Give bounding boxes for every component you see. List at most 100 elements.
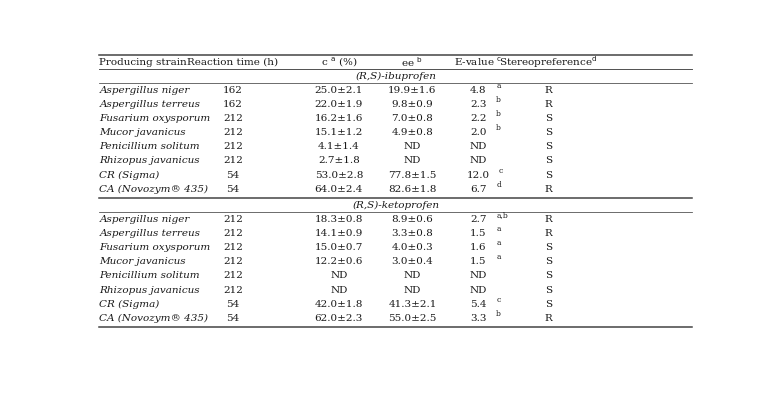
Text: R: R xyxy=(544,185,552,194)
Text: c $^{\mathrm{a}}$ (%): c $^{\mathrm{a}}$ (%) xyxy=(320,56,357,69)
Text: Producing strain: Producing strain xyxy=(100,58,188,67)
Text: S: S xyxy=(545,300,552,309)
Text: S: S xyxy=(545,286,552,295)
Text: 2.3: 2.3 xyxy=(470,100,486,109)
Text: c: c xyxy=(496,296,500,304)
Text: ND: ND xyxy=(469,156,487,165)
Text: Rhizopus javanicus: Rhizopus javanicus xyxy=(100,286,200,295)
Text: Mucor javanicus: Mucor javanicus xyxy=(100,128,186,137)
Text: 212: 212 xyxy=(223,215,243,224)
Text: Reaction time (h): Reaction time (h) xyxy=(188,58,279,67)
Text: 55.0±2.5: 55.0±2.5 xyxy=(388,314,437,323)
Text: 212: 212 xyxy=(223,128,243,137)
Text: 14.1±0.9: 14.1±0.9 xyxy=(315,229,363,238)
Text: 16.2±1.6: 16.2±1.6 xyxy=(315,114,363,123)
Text: 1.6: 1.6 xyxy=(470,243,486,252)
Text: S: S xyxy=(545,156,552,165)
Text: b: b xyxy=(496,124,501,132)
Text: E-value $^{\mathrm{c}}$: E-value $^{\mathrm{c}}$ xyxy=(454,56,503,69)
Text: 212: 212 xyxy=(223,156,243,165)
Text: 54: 54 xyxy=(226,185,239,194)
Text: 82.6±1.8: 82.6±1.8 xyxy=(388,185,437,194)
Text: 64.0±2.4: 64.0±2.4 xyxy=(315,185,363,194)
Text: 4.9±0.8: 4.9±0.8 xyxy=(391,128,433,137)
Text: 18.3±0.8: 18.3±0.8 xyxy=(315,215,363,224)
Text: 212: 212 xyxy=(223,229,243,238)
Text: 5.4: 5.4 xyxy=(470,300,486,309)
Text: 54: 54 xyxy=(226,300,239,309)
Text: 9.8±0.9: 9.8±0.9 xyxy=(391,100,433,109)
Text: b: b xyxy=(496,96,501,104)
Text: 3.3: 3.3 xyxy=(470,314,486,323)
Text: 15.1±1.2: 15.1±1.2 xyxy=(315,128,363,137)
Text: Penicillium solitum: Penicillium solitum xyxy=(100,271,200,281)
Text: 53.0±2.8: 53.0±2.8 xyxy=(315,171,363,180)
Text: c: c xyxy=(499,167,503,175)
Text: ND: ND xyxy=(469,142,487,151)
Text: d: d xyxy=(496,181,501,189)
Text: 162: 162 xyxy=(223,100,243,109)
Text: 54: 54 xyxy=(226,171,239,180)
Text: b: b xyxy=(496,110,501,118)
Text: 3.3±0.8: 3.3±0.8 xyxy=(391,229,433,238)
Text: R: R xyxy=(544,229,552,238)
Text: R: R xyxy=(544,215,552,224)
Text: 62.0±2.3: 62.0±2.3 xyxy=(315,314,363,323)
Text: b: b xyxy=(496,310,501,318)
Text: 4.8: 4.8 xyxy=(470,86,486,95)
Text: ND: ND xyxy=(330,271,347,281)
Text: CR (Sigma): CR (Sigma) xyxy=(100,299,160,309)
Text: a: a xyxy=(496,239,501,247)
Text: S: S xyxy=(545,171,552,180)
Text: a: a xyxy=(496,253,501,261)
Text: 19.9±1.6: 19.9±1.6 xyxy=(388,86,437,95)
Text: ND: ND xyxy=(404,286,421,295)
Text: Stereopreference$^{\mathrm{d}}$: Stereopreference$^{\mathrm{d}}$ xyxy=(499,54,598,70)
Text: S: S xyxy=(545,257,552,266)
Text: 3.0±0.4: 3.0±0.4 xyxy=(391,257,433,266)
Text: ND: ND xyxy=(404,142,421,151)
Text: CR (Sigma): CR (Sigma) xyxy=(100,171,160,180)
Text: 212: 212 xyxy=(223,271,243,281)
Text: 42.0±1.8: 42.0±1.8 xyxy=(315,300,363,309)
Text: 212: 212 xyxy=(223,243,243,252)
Text: 1.5: 1.5 xyxy=(470,229,486,238)
Text: Aspergillus niger: Aspergillus niger xyxy=(100,215,190,224)
Text: a,b: a,b xyxy=(496,211,508,219)
Text: 12.2±0.6: 12.2±0.6 xyxy=(315,257,363,266)
Text: (R,S)-ketoprofen: (R,S)-ketoprofen xyxy=(352,201,439,210)
Text: 41.3±2.1: 41.3±2.1 xyxy=(388,300,437,309)
Text: 212: 212 xyxy=(223,114,243,123)
Text: 4.1±1.4: 4.1±1.4 xyxy=(318,142,360,151)
Text: S: S xyxy=(545,243,552,252)
Text: 212: 212 xyxy=(223,257,243,266)
Text: 1.5: 1.5 xyxy=(470,257,486,266)
Text: a: a xyxy=(496,225,501,233)
Text: (R,S)-ibuprofen: (R,S)-ibuprofen xyxy=(355,72,436,81)
Text: 2.0: 2.0 xyxy=(470,128,486,137)
Text: Aspergillus terreus: Aspergillus terreus xyxy=(100,229,201,238)
Text: Fusarium oxysporum: Fusarium oxysporum xyxy=(100,114,211,123)
Text: 22.0±1.9: 22.0±1.9 xyxy=(315,100,363,109)
Text: S: S xyxy=(545,142,552,151)
Text: S: S xyxy=(545,114,552,123)
Text: 6.7: 6.7 xyxy=(470,185,486,194)
Text: CA (Novozym® 435): CA (Novozym® 435) xyxy=(100,185,208,194)
Text: 25.0±2.1: 25.0±2.1 xyxy=(315,86,363,95)
Text: R: R xyxy=(544,314,552,323)
Text: a: a xyxy=(496,82,501,90)
Text: S: S xyxy=(545,271,552,281)
Text: ND: ND xyxy=(469,286,487,295)
Text: R: R xyxy=(544,100,552,109)
Text: ND: ND xyxy=(404,156,421,165)
Text: 15.0±0.7: 15.0±0.7 xyxy=(315,243,363,252)
Text: 2.7: 2.7 xyxy=(470,215,486,224)
Text: 162: 162 xyxy=(223,86,243,95)
Text: ND: ND xyxy=(469,271,487,281)
Text: 8.9±0.6: 8.9±0.6 xyxy=(391,215,433,224)
Text: S: S xyxy=(545,128,552,137)
Text: Rhizopus javanicus: Rhizopus javanicus xyxy=(100,156,200,165)
Text: ND: ND xyxy=(330,286,347,295)
Text: 212: 212 xyxy=(223,286,243,295)
Text: Penicillium solitum: Penicillium solitum xyxy=(100,142,200,151)
